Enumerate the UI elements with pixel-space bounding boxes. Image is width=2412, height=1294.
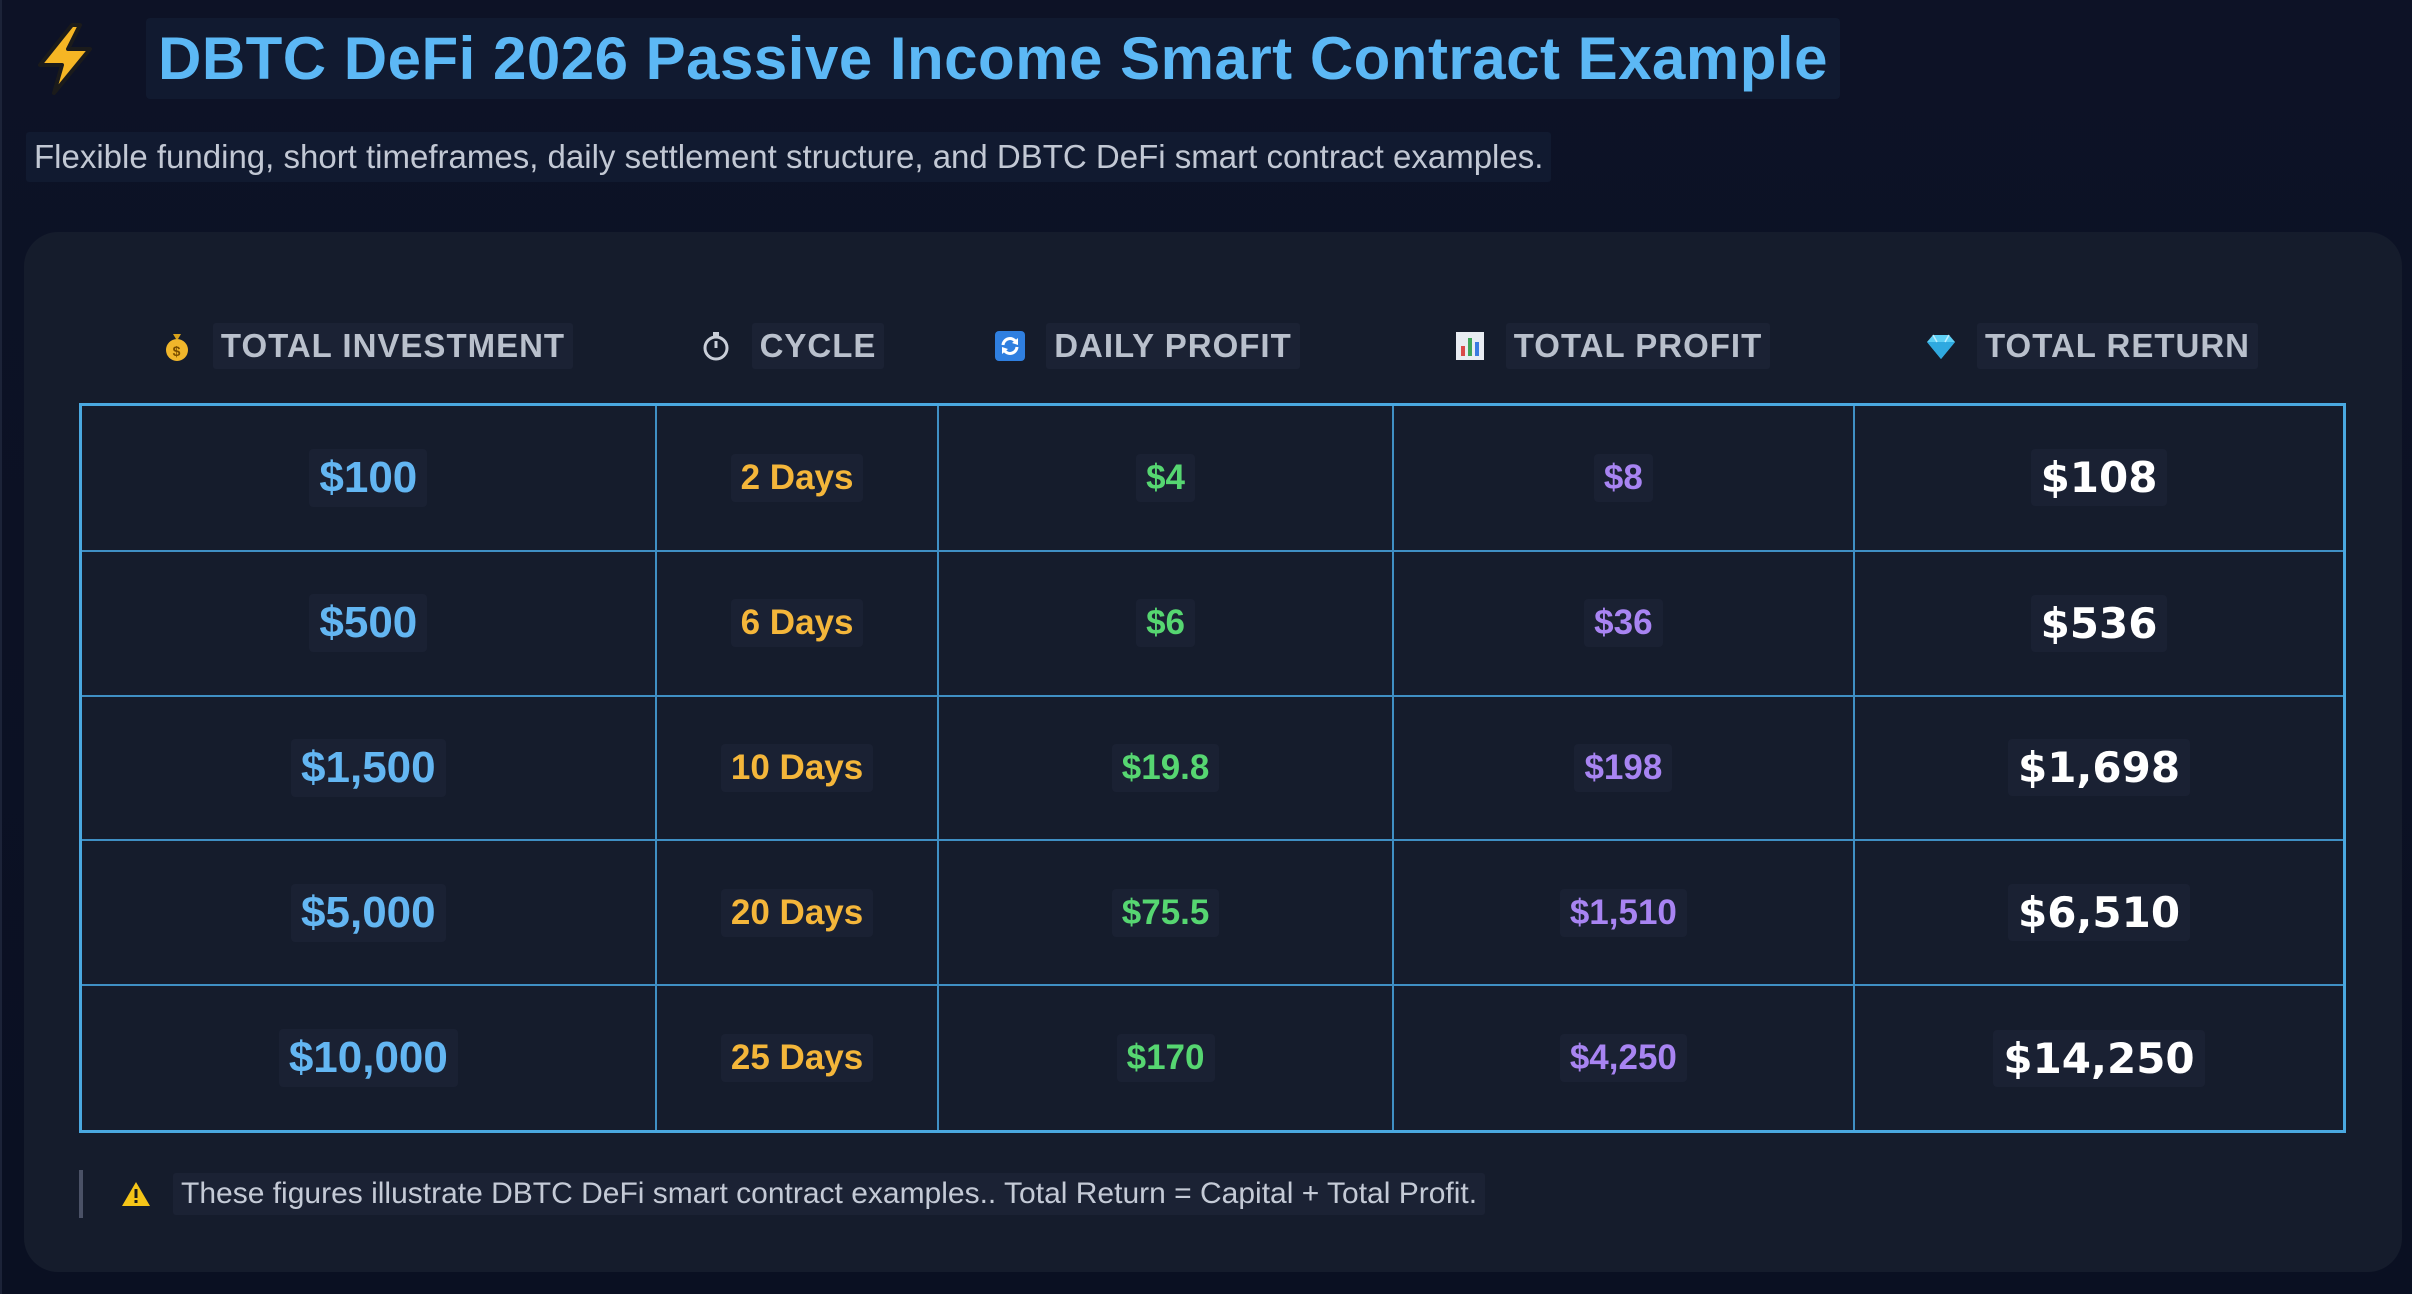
investment-cell: $500 (79, 549, 657, 697)
investment-value: $1,500 (291, 738, 446, 797)
total-return-cell: $1,698 (1853, 694, 2346, 842)
daily-profit-value: $19.8 (1111, 743, 1220, 792)
cycle-value: 20 Days (720, 888, 874, 937)
investment-cell: $100 (79, 403, 657, 552)
svg-text:$: $ (173, 343, 182, 359)
profit-table: $100 2 Days $4 $8 $108 $500 6 Days $6 $3… (79, 403, 2346, 1133)
column-header-label: TOTAL RETURN (1977, 323, 2258, 369)
total-return-cell: $108 (1853, 403, 2346, 552)
warning-icon (121, 1180, 151, 1208)
column-header-label: TOTAL PROFIT (1505, 323, 1771, 369)
daily-profit-value: $170 (1116, 1034, 1215, 1083)
investment-value: $100 (309, 448, 428, 507)
investment-cell: $10,000 (79, 984, 657, 1133)
total-profit-value: $8 (1593, 453, 1653, 502)
investment-value: $5,000 (291, 883, 446, 942)
total-profit-value: $1,510 (1559, 888, 1687, 937)
total-return-value: $6,510 (2007, 884, 2191, 942)
table-row: $500 6 Days $6 $36 $536 (79, 549, 2346, 697)
cycle-cell: 20 Days (654, 839, 940, 987)
daily-profit-value: $75.5 (1111, 888, 1220, 937)
cycle-cell: 6 Days (654, 549, 940, 697)
table-row: $5,000 20 Days $75.5 $1,510 $6,510 (79, 839, 2346, 987)
column-header-total-investment: $ TOTAL INVESTMENT (57, 306, 677, 386)
daily-profit-value: $6 (1136, 599, 1196, 648)
table-row: $10,000 25 Days $170 $4,250 $14,250 (79, 984, 2346, 1133)
cycle-cell: 25 Days (654, 984, 940, 1133)
page-subtitle: Flexible funding, short timeframes, dail… (26, 132, 1552, 182)
total-return-cell: $6,510 (1853, 839, 2346, 987)
column-header-label: DAILY PROFIT (1046, 323, 1300, 369)
footnote: These figures illustrate DBTC DeFi smart… (79, 1170, 1486, 1218)
total-profit-value: $4,250 (1559, 1034, 1687, 1083)
cycle-value: 10 Days (720, 743, 874, 792)
investment-value: $10,000 (278, 1029, 458, 1088)
total-profit-value: $198 (1574, 743, 1673, 792)
refresh-icon (994, 330, 1026, 362)
investment-cell: $5,000 (79, 839, 657, 987)
column-header-label: CYCLE (751, 323, 885, 369)
daily-profit-cell: $4 (937, 403, 1394, 552)
total-profit-value: $36 (1584, 599, 1663, 648)
column-header-total-profit: TOTAL PROFIT (1387, 306, 1837, 386)
total-profit-cell: $1,510 (1391, 839, 1856, 987)
cycle-value: 2 Days (730, 453, 864, 502)
gem-icon (1925, 330, 1957, 362)
table-header: $ TOTAL INVESTMENT CYCLE (57, 306, 2346, 386)
daily-profit-cell: $19.8 (937, 694, 1394, 842)
bar-chart-icon (1454, 330, 1486, 362)
total-profit-cell: $198 (1391, 694, 1856, 842)
column-header-total-return: TOTAL RETURN (1837, 306, 2346, 386)
cycle-value: 6 Days (730, 599, 864, 648)
column-header-label: TOTAL INVESTMENT (212, 323, 574, 369)
total-return-value: $536 (2030, 594, 2168, 652)
total-return-value: $14,250 (1993, 1029, 2205, 1087)
total-return-value: $108 (2030, 449, 2168, 507)
table-row: $100 2 Days $4 $8 $108 (79, 403, 2346, 552)
total-return-cell: $536 (1853, 549, 2346, 697)
total-profit-cell: $36 (1391, 549, 1856, 697)
daily-profit-cell: $170 (937, 984, 1394, 1133)
column-header-daily-profit: DAILY PROFIT (907, 306, 1387, 386)
daily-profit-value: $4 (1136, 453, 1196, 502)
total-return-cell: $14,250 (1853, 984, 2346, 1133)
total-return-value: $1,698 (2007, 739, 2191, 797)
page-title: DBTC DeFi 2026 Passive Income Smart Cont… (146, 18, 1840, 99)
money-bag-icon: $ (161, 330, 193, 362)
daily-profit-cell: $75.5 (937, 839, 1394, 987)
lightning-bolt-icon (28, 21, 104, 97)
investment-value: $500 (309, 594, 428, 653)
column-header-cycle: CYCLE (677, 306, 907, 386)
cycle-cell: 10 Days (654, 694, 940, 842)
cycle-cell: 2 Days (654, 403, 940, 552)
table-row: $1,500 10 Days $19.8 $198 $1,698 (79, 694, 2346, 842)
daily-profit-cell: $6 (937, 549, 1394, 697)
footnote-text: These figures illustrate DBTC DeFi smart… (173, 1173, 1486, 1215)
header: DBTC DeFi 2026 Passive Income Smart Cont… (28, 18, 1840, 99)
stopwatch-icon (700, 330, 732, 362)
investment-cell: $1,500 (79, 694, 657, 842)
total-profit-cell: $4,250 (1391, 984, 1856, 1133)
cycle-value: 25 Days (720, 1034, 874, 1083)
total-profit-cell: $8 (1391, 403, 1856, 552)
